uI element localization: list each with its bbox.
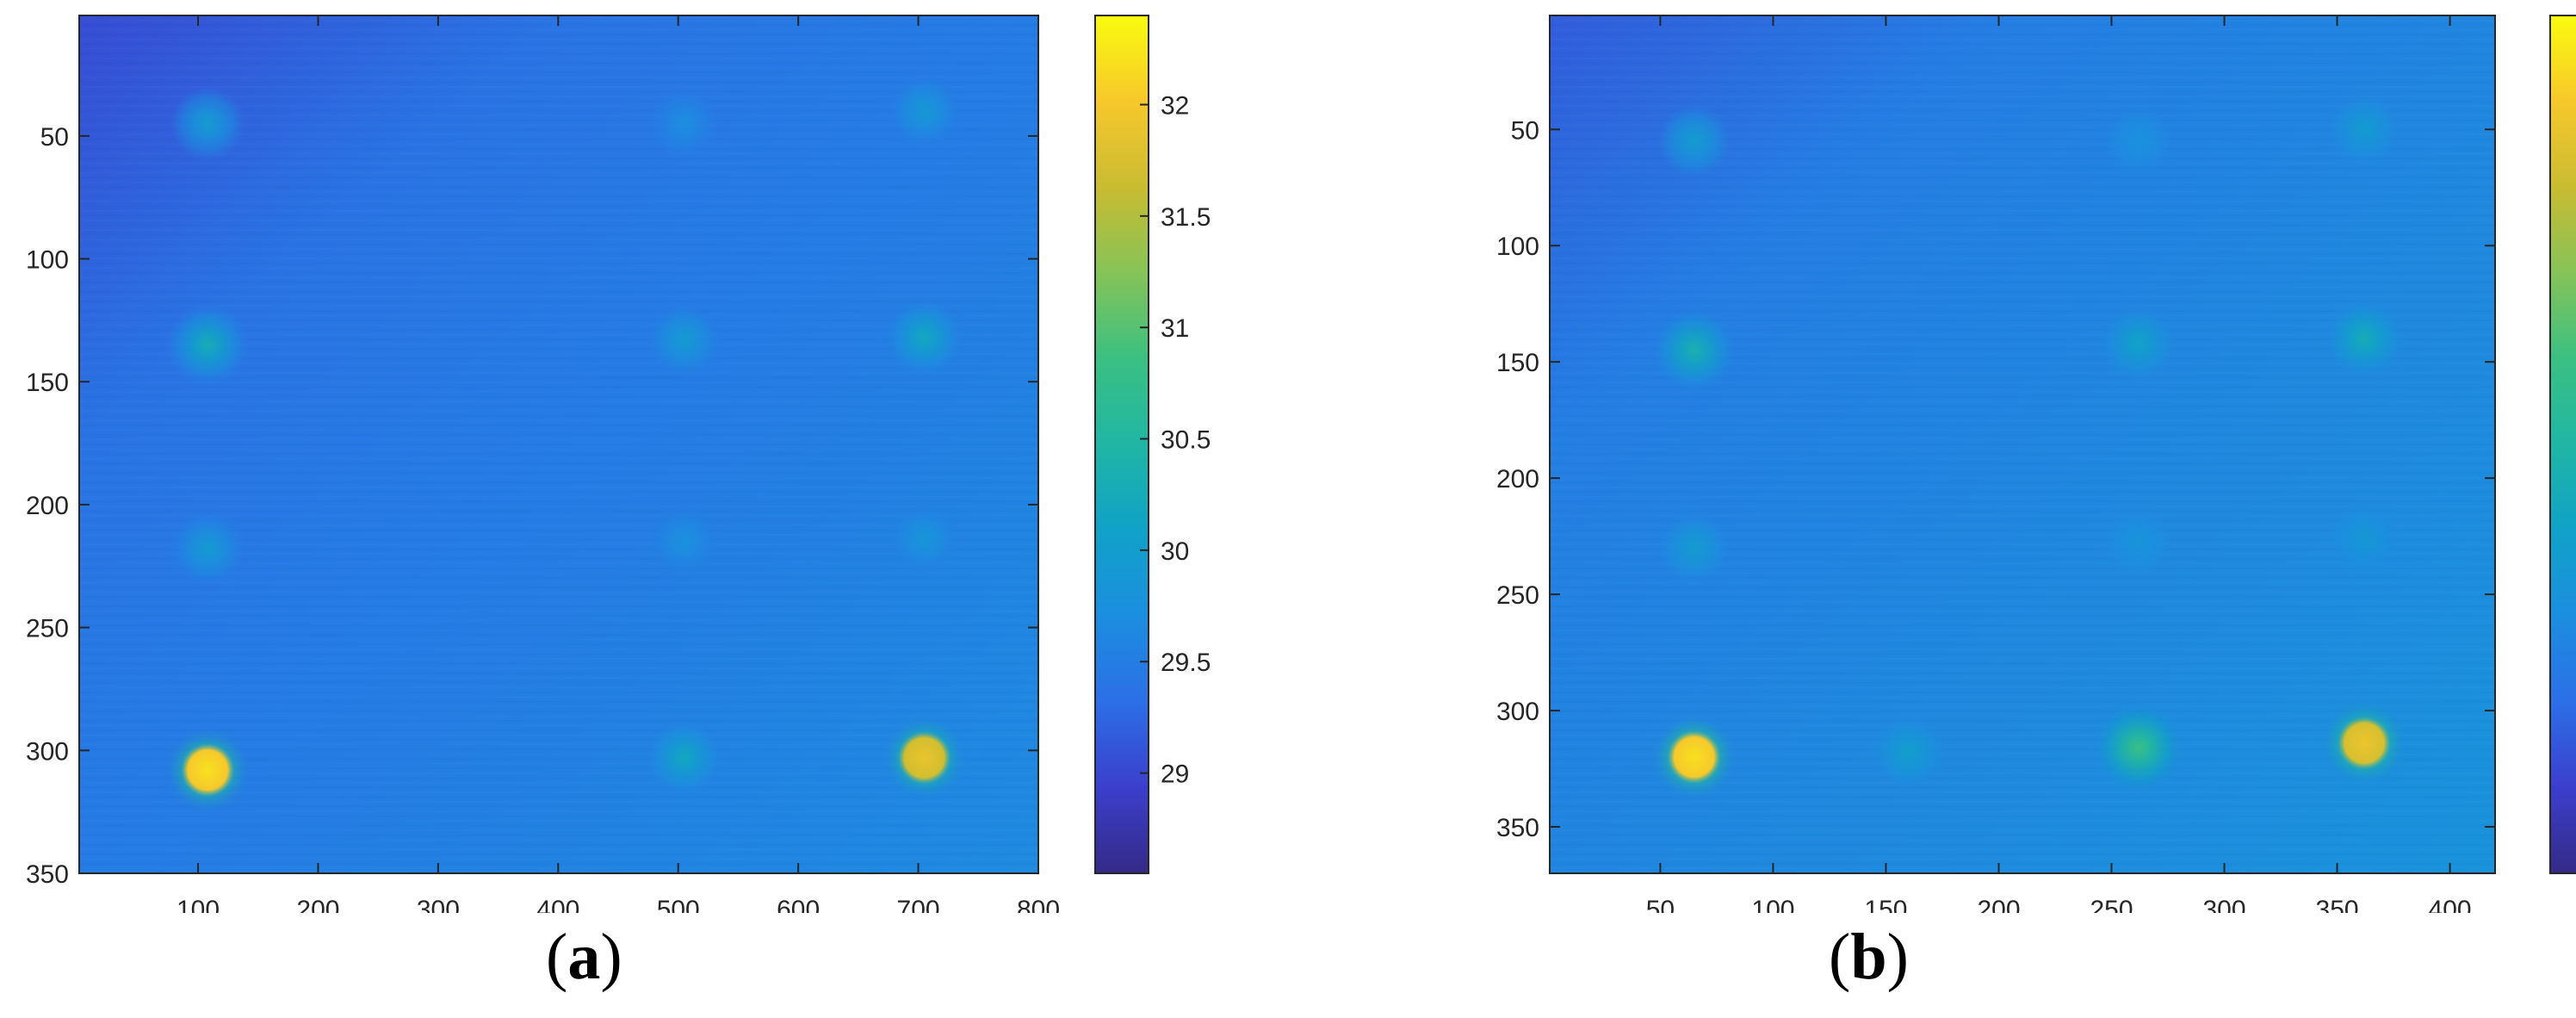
panel-a: 100 200 300 400 500 600 700 800 50 100 150 200 250 30… [26,15,1211,993]
y-tick-label: 350 [1496,814,1539,842]
hotspot [1657,104,1731,178]
x-tick-label: 200 [1977,896,2020,913]
panel-label-b: (b) [1829,921,1909,993]
colorbar-tick-label: 32 [1161,91,1189,120]
y-tick-label: 150 [1496,349,1539,377]
heatmap-background [79,16,1038,873]
x-tick-label: 100 [176,896,220,913]
y-tick-label: 150 [26,369,69,397]
hotspot [649,89,720,159]
y-tick-label: 300 [26,737,69,766]
colorbar-tick-label: 30.5 [1161,426,1211,455]
hotspot [643,717,725,798]
x-tick-label: 400 [536,896,579,913]
plot-frame [1549,15,2496,874]
colorbar-tick-label: 29.5 [1161,649,1211,677]
x-tick-label: 100 [1751,896,1794,913]
hotspot [1650,712,1739,802]
hotspot [163,725,252,815]
x-tick-label: 300 [417,896,460,913]
hotspot [2328,502,2400,574]
hotspot [2327,92,2401,166]
hotspot [2092,701,2185,794]
x-tick-label: 350 [2316,896,2359,913]
x-tick-label: 250 [2090,896,2133,913]
hotspot [1653,309,1736,392]
hotspot [887,74,962,149]
colorbar-tick-label: 31 [1161,314,1189,343]
colorbar [1094,15,1149,874]
y-tick-label: 200 [26,492,69,520]
y-tick-label: 100 [1496,233,1539,261]
hotspot [2324,298,2405,379]
x-tick-label: 700 [897,896,940,913]
hotspot [2100,305,2177,382]
hotspot [646,301,722,378]
colorbar-tick-label: 30 [1161,537,1189,566]
y-tick-label: 50 [1511,116,1539,145]
x-tick-label: 800 [1017,896,1060,913]
x-tick-label: 200 [296,896,339,913]
y-tick-label: 100 [26,246,69,275]
hotspot [880,713,969,803]
x-tick-label: 150 [1864,896,1907,913]
thermal-heatmap-a: 100 200 300 400 500 600 700 800 50 100 150 200 250 30… [26,15,1211,924]
y-tick-label: 250 [26,615,69,643]
x-tick-label: 600 [777,896,820,913]
colorbar [2549,15,2576,874]
x-tick-label: 400 [2429,896,2472,913]
hotspot [2104,107,2173,176]
hotspot [2319,698,2409,788]
panel-label-a: (a) [546,921,622,993]
hotspot [165,303,250,387]
colorbar-tick-label: 31.5 [1161,203,1211,232]
x-tick-label: 500 [657,896,700,913]
y-tick-label: 300 [1496,698,1539,726]
hotspot [888,502,962,576]
hotspot [883,296,965,378]
colorbar-tick-label: 29 [1161,760,1189,789]
panel-b: 50 100 150 200 250 300 350 400 50 100 150 200 250 300… [1288,0,2576,1018]
y-tick-label: 50 [40,123,69,152]
hotspot [1871,715,1946,790]
heatmap-field-a [79,16,1038,873]
heatmap-field-b [1550,16,2495,873]
hotspot [2103,508,2174,579]
hotspot [1657,511,1731,585]
hotspot [648,506,720,577]
x-tick-label: 300 [2203,896,2246,913]
thermal-heatmap-b: 50 100 150 200 250 300 350 400 50 100 150 200 250 300… [1496,15,2576,924]
y-tick-label: 200 [1496,465,1539,493]
y-tick-label: 350 [26,860,69,889]
x-tick-label: 50 [1646,896,1675,913]
hotspot [170,511,245,587]
hotspot [170,85,245,162]
y-tick-label: 250 [1496,581,1539,610]
